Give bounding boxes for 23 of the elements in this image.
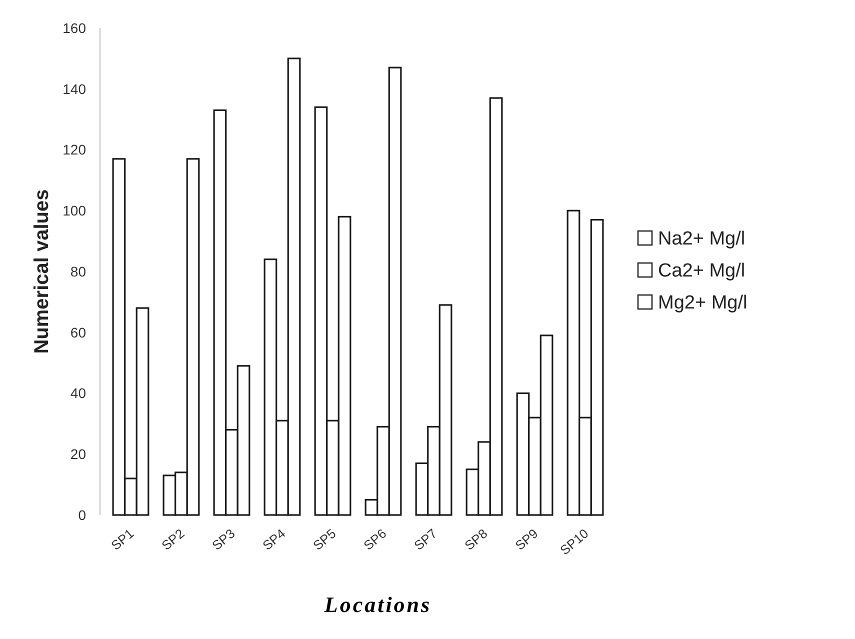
x-axis-title: Locations [323, 592, 432, 617]
y-tick-label: 100 [62, 202, 86, 219]
y-tick-label: 160 [62, 20, 86, 36]
x-tick-label: SP4 [260, 526, 288, 554]
y-tick-label: 80 [70, 263, 86, 280]
x-tick-label: SP7 [411, 526, 440, 554]
x-tick-label: SP3 [209, 526, 238, 554]
y-tick-label: 0 [78, 506, 86, 523]
legend-label: Ca2+ Mg/l [658, 260, 746, 282]
legend-label: Na2+ Mg/l [658, 228, 746, 250]
y-tick-label: 120 [62, 142, 86, 158]
x-tick-label: SP6 [360, 526, 390, 554]
x-tick-label: SP2 [158, 526, 188, 554]
x-tick-label: SP5 [310, 526, 339, 554]
x-tick-label: SP1 [108, 526, 137, 554]
y-tick-label: 60 [70, 324, 86, 340]
legend-label: Mg2+ Mg/l [658, 292, 748, 314]
y-tick-label: 140 [62, 80, 86, 97]
x-tick-label: SP9 [512, 526, 541, 554]
y-tick-label: 20 [70, 446, 86, 462]
y-axis-title: Numerical values [31, 189, 53, 354]
x-tick-label: SP8 [462, 526, 490, 554]
y-tick-label: 40 [70, 385, 86, 402]
